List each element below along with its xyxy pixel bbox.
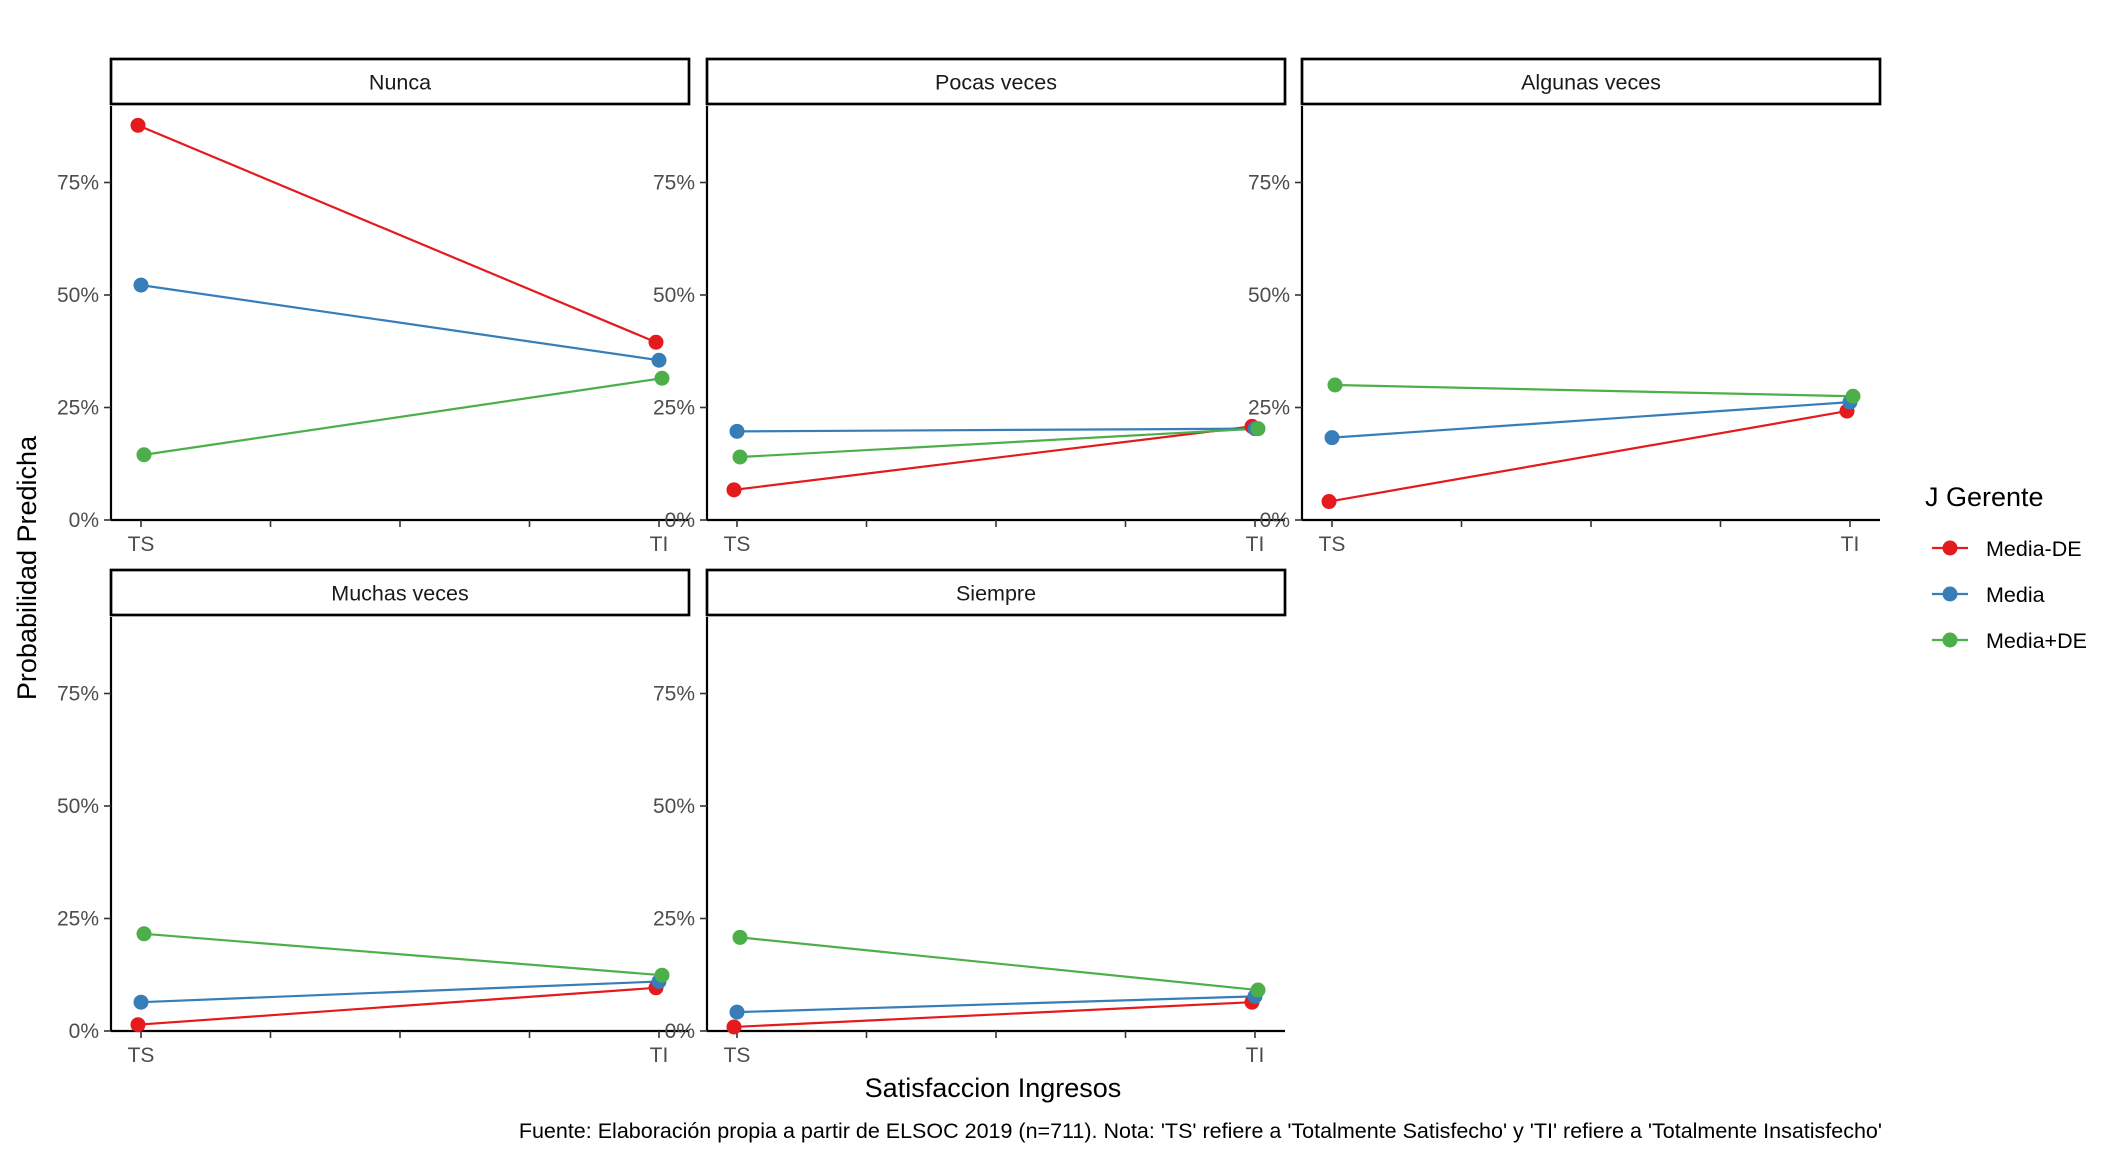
series-line-media [1331,401,1851,439]
y-tick-label: 0% [69,1020,99,1043]
series-line-media-plusde [739,427,1259,459]
y-tick-label: 75% [653,683,695,706]
y-tick-label: 0% [69,509,99,532]
point-media-plusde-ts [732,929,748,945]
y-tick-label: 25% [1248,397,1290,420]
panel-pocas-veces: Pocas veces 0% 25% 50% 75% TS TI [653,57,1287,556]
series-line-media-plusde [1334,383,1854,398]
y-tick-label: 75% [653,172,695,195]
legend-item-media-plusde: Media+DE [1932,629,2087,653]
point-media-de-ts [130,117,146,133]
point-media-plusde-ti [654,370,670,386]
strip-muchas-veces [109,568,691,617]
y-tick-label: 50% [653,284,695,307]
legend-label: Media-DE [1986,537,2082,561]
point-media-plusde-ts [136,926,152,942]
y-tick-label: 50% [57,284,99,307]
point-media-plusde-ti [1250,421,1266,437]
y-tick-label: 50% [653,795,695,818]
point-media-ts [133,277,149,293]
point-media-plusde-ts [732,449,748,465]
y-tick-label: 75% [57,172,99,195]
y-tick-label: 75% [1248,172,1290,195]
point-media-plusde-ti [654,967,670,983]
panel-muchas-veces: Muchas veces 0% 25% 50% 75% TS TI [57,568,691,1067]
y-axis-title: Probabilidad Predicha [12,435,42,700]
y-tick-label: 25% [57,908,99,931]
y-tick-label: 0% [665,1020,695,1043]
x-tick-label: TS [724,1044,751,1067]
point-media-plusde-ti [1250,982,1266,998]
facet-panels: Nunca 0% 25% 50% 75% TS TI Pocas veces 0% 25% 50% 7… [57,57,1882,1067]
point-media-plusde-ti [1845,388,1861,404]
y-tick-label: 0% [665,509,695,532]
x-tick-label: TS [128,1044,155,1067]
point-media-de-ts [726,482,742,498]
series-line-media-de [733,1001,1253,1029]
point-media-ts [729,423,745,439]
legend-title: J Gerente [1925,482,2044,512]
x-tick-label: TI [1246,1044,1265,1067]
x-tick-label: TS [128,533,155,556]
point-media-ts [729,1004,745,1020]
panel-nunca: Nunca 0% 25% 50% 75% TS TI [57,57,691,556]
x-tick-label: TI [1246,533,1265,556]
y-tick-label: 25% [57,397,99,420]
series-line-media-plusde [143,377,663,456]
y-tick-label: 75% [57,683,99,706]
x-tick-label: TI [1841,533,1860,556]
panel-siempre: Siempre 0% 25% 50% 75% TS TI [653,568,1287,1067]
point-media-plusde-ts [136,447,152,463]
legend: J Gerente Media-DE Media Media+DE [1925,482,2087,653]
strip-pocas-veces [705,57,1287,106]
series-line-media [140,284,660,362]
strip-title: Muchas veces [331,582,468,606]
legend-item-media-de: Media-DE [1932,537,2082,561]
series-line-media [736,427,1256,433]
series-line-media-de [1328,410,1848,503]
strip-algunas-veces [1300,57,1882,106]
legend-label: Media+DE [1986,629,2087,653]
y-tick-label: 25% [653,397,695,420]
point-media-ts [1324,430,1340,446]
strip-title: Siempre [956,582,1036,606]
strip-nunca [109,57,691,106]
point-media-de-ts [726,1019,742,1035]
series-line-media-plusde [739,936,1259,992]
point-media-plusde-ts [1327,377,1343,393]
strip-title: Pocas veces [935,71,1057,95]
strip-title: Algunas veces [1521,71,1661,95]
series-line-media-de [137,986,657,1026]
series-line-media [736,995,1256,1014]
x-tick-label: TI [650,1044,669,1067]
strip-siempre [705,568,1287,617]
x-axis-title: Satisfaccion Ingresos [865,1073,1122,1103]
x-tick-label: TI [650,533,669,556]
y-tick-label: 25% [653,908,695,931]
x-tick-label: TS [724,533,751,556]
point-media-ti [651,352,667,368]
strip-title: Nunca [369,71,431,95]
caption: Fuente: Elaboración propia a partir de E… [519,1119,1882,1143]
point-media-de-ti [648,334,664,350]
x-tick-label: TS [1319,533,1346,556]
series-line-media [140,980,660,1004]
panel-algunas-veces: Algunas veces 0% 25% 50% 75% TS TI [1248,57,1882,556]
legend-key-point [1942,540,1958,556]
point-media-ts [133,994,149,1010]
series-line-media-de [733,425,1253,491]
y-tick-label: 0% [1260,509,1290,532]
legend-key-point [1942,632,1958,648]
legend-key-point [1942,586,1958,602]
series-line-media-de [137,124,657,344]
legend-item-media: Media [1932,583,2045,607]
point-media-de-ts [1321,494,1337,510]
point-media-de-ts [130,1017,146,1033]
series-line-media-plusde [143,932,663,977]
y-tick-label: 50% [57,795,99,818]
legend-label: Media [1986,583,2045,607]
y-tick-label: 50% [1248,284,1290,307]
